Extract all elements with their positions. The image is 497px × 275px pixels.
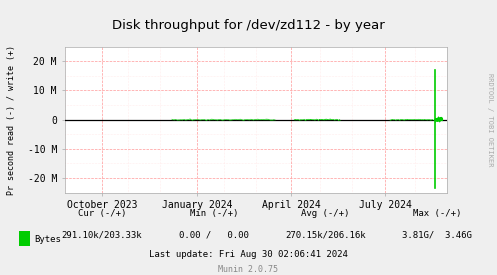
Text: 270.15k/206.16k: 270.15k/206.16k bbox=[285, 231, 366, 240]
Text: 0.00 /   0.00: 0.00 / 0.00 bbox=[179, 231, 248, 240]
Text: Disk throughput for /dev/zd112 - by year: Disk throughput for /dev/zd112 - by year bbox=[112, 19, 385, 32]
Text: Avg (-/+): Avg (-/+) bbox=[301, 209, 350, 218]
Text: Munin 2.0.75: Munin 2.0.75 bbox=[219, 265, 278, 274]
Text: 291.10k/203.33k: 291.10k/203.33k bbox=[62, 231, 142, 240]
Text: Bytes: Bytes bbox=[34, 235, 61, 244]
Text: Pr second read (-) / write (+): Pr second read (-) / write (+) bbox=[7, 45, 16, 195]
Text: 3.81G/  3.46G: 3.81G/ 3.46G bbox=[403, 231, 472, 240]
Text: Max (-/+): Max (-/+) bbox=[413, 209, 462, 218]
Text: Last update: Fri Aug 30 02:06:41 2024: Last update: Fri Aug 30 02:06:41 2024 bbox=[149, 250, 348, 259]
Text: Min (-/+): Min (-/+) bbox=[189, 209, 238, 218]
Text: RRDTOOL / TOBI OETIKER: RRDTOOL / TOBI OETIKER bbox=[487, 73, 493, 166]
Text: Cur (-/+): Cur (-/+) bbox=[78, 209, 126, 218]
